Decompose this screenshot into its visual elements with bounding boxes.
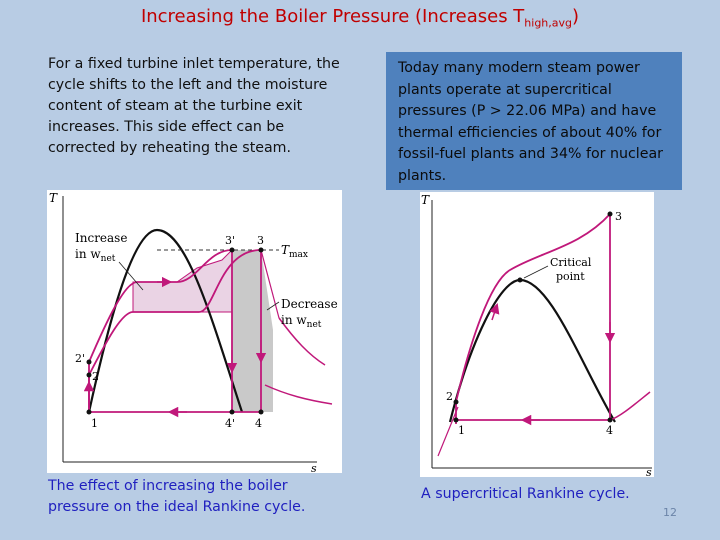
left-caption: The effect of increasing the boiler pres… xyxy=(48,478,306,515)
decrease-area xyxy=(232,250,261,412)
svg-text:3: 3 xyxy=(257,234,264,247)
saturation-dome xyxy=(87,228,244,413)
right-paragraph: Today many modern steam power plants ope… xyxy=(398,60,663,184)
svg-text:4': 4' xyxy=(225,417,235,430)
svg-text:1: 1 xyxy=(91,417,98,430)
slide-title: Increasing the Boiler Pressure (Increase… xyxy=(140,6,580,30)
axis-s-label: s xyxy=(646,466,652,477)
svg-text:4: 4 xyxy=(606,424,613,437)
left-paragraph: For a fixed turbine inlet temperature, t… xyxy=(48,56,340,156)
axis-t-label: T xyxy=(421,193,430,207)
axis-s-label: s xyxy=(311,462,317,473)
svg-text:2: 2 xyxy=(92,370,99,383)
svg-text:1: 1 xyxy=(458,424,465,437)
axis-t-label: T xyxy=(49,191,58,205)
svg-text:point: point xyxy=(556,270,585,283)
highlight-box xyxy=(386,52,682,190)
label-in-wnet: in wnet xyxy=(75,247,116,264)
critical-point-label: Critical xyxy=(550,256,592,269)
right-caption: A supercritical Rankine cycle. xyxy=(421,486,630,502)
svg-text:2': 2' xyxy=(75,352,85,365)
label-increase: Increase xyxy=(75,231,127,245)
svg-text:4: 4 xyxy=(255,417,262,430)
label-tmax: Tmax xyxy=(281,243,308,260)
left-ts-diagram: T s Increase in wnet Decrease in wnet Tm… xyxy=(47,190,342,475)
right-ts-diagram: T s 3 2 1 4 Critical point xyxy=(420,192,654,479)
label-in-wnet-2: in wnet xyxy=(281,313,322,330)
saturation-dome xyxy=(448,278,616,423)
label-decrease: Decrease xyxy=(281,297,338,311)
svg-text:3: 3 xyxy=(615,210,622,223)
svg-text:2: 2 xyxy=(446,390,453,403)
slide-number: 12 xyxy=(663,506,677,519)
svg-text:3': 3' xyxy=(225,234,235,247)
